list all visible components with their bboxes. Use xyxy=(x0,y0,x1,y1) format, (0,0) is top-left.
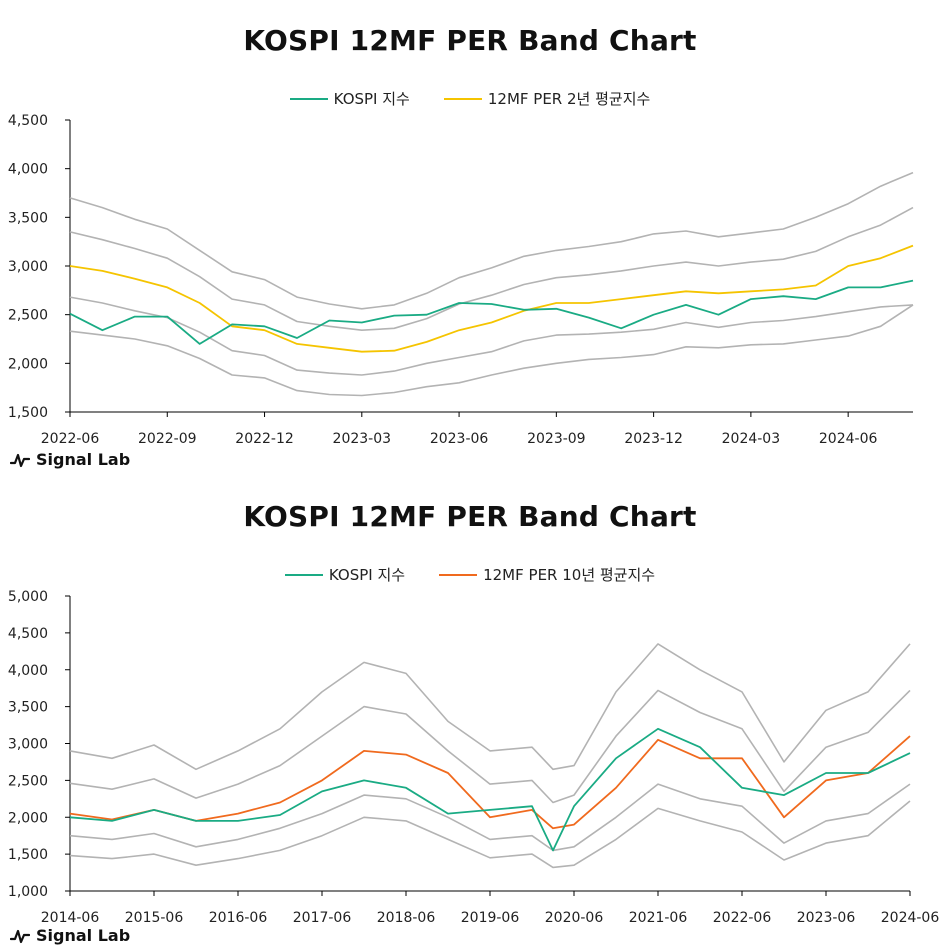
legend-item-avg: 12MF PER 2년 평균지수 xyxy=(443,88,651,109)
x-tick-label: 2022-09 xyxy=(138,431,197,447)
legend-label-kospi: KOSPI 지수 xyxy=(333,90,410,108)
legend-item-kospi: KOSPI 지수 xyxy=(284,564,406,585)
legend-swatch-kospi xyxy=(289,97,328,100)
signal-pulse-icon xyxy=(10,929,30,943)
chart-title: KOSPI 12MF PER Band Chart xyxy=(243,500,697,533)
series-line-band xyxy=(69,304,914,397)
series-line-band xyxy=(69,296,914,376)
legend-swatch-avg xyxy=(439,573,478,576)
x-tick-label: 2023-06 xyxy=(797,910,856,926)
x-tick-label: 2016-06 xyxy=(209,910,268,926)
x-tick-label: 2015-06 xyxy=(125,910,184,926)
legend-label-avg: 12MF PER 10년 평균지수 xyxy=(483,566,656,584)
y-tick-label: 5,000 xyxy=(8,589,48,605)
series-line-band xyxy=(69,689,911,804)
x-tick-label: 2022-12 xyxy=(235,431,294,447)
y-tick-label: 4,000 xyxy=(8,663,48,679)
x-tick-label: 2023-09 xyxy=(527,431,586,447)
series-line-band xyxy=(69,800,911,869)
legend-label-kospi: KOSPI 지수 xyxy=(328,566,406,584)
x-tick-label: 2021-06 xyxy=(629,910,688,926)
y-tick-label: 1,500 xyxy=(8,405,48,421)
y-tick-label: 2,500 xyxy=(8,773,48,789)
legend-swatch-avg xyxy=(443,97,482,100)
x-tick-label: 2018-06 xyxy=(377,910,436,926)
brand-name: Signal Lab xyxy=(36,450,131,469)
y-tick-label: 2,000 xyxy=(8,810,48,826)
y-tick-label: 3,500 xyxy=(8,700,48,716)
x-tick-label: 2023-06 xyxy=(430,431,489,447)
x-tick-label: 2024-06 xyxy=(819,431,878,447)
series-line-per-average xyxy=(69,244,914,353)
brand-logo: Signal Lab xyxy=(10,926,130,945)
y-tick-label: 2,500 xyxy=(8,308,48,324)
x-tick-label: 2019-06 xyxy=(461,910,520,926)
x-tick-label: 2017-06 xyxy=(293,910,352,926)
chart-plot-area: 1,500 2,000 2,500 3,000 3,500 4,000 4,500 2022-… xyxy=(8,113,914,447)
series-line-band xyxy=(69,643,911,771)
legend-swatch-kospi xyxy=(284,573,323,576)
y-tick-label: 1,000 xyxy=(8,884,48,900)
chart-title: KOSPI 12MF PER Band Chart xyxy=(243,24,697,57)
legend-item-kospi: KOSPI 지수 xyxy=(289,88,410,109)
x-tick-label: 2014-06 xyxy=(41,910,100,926)
x-tick-label: 2020-06 xyxy=(545,910,604,926)
brand-logo: Signal Lab xyxy=(10,450,130,469)
series-line-band xyxy=(69,171,914,310)
series-line-per-average xyxy=(69,735,911,830)
y-tick-label: 4,500 xyxy=(8,626,48,642)
legend-item-avg: 12MF PER 10년 평균지수 xyxy=(439,564,655,585)
chart-panel-2y: KOSPI 12MF PER Band Chart KOSPI 지수 12MF … xyxy=(0,24,940,469)
chart-plot-area: 1,000 1,500 2,000 2,500 3,000 3,500 4,000 4,500… xyxy=(8,589,940,926)
y-tick-label: 1,500 xyxy=(8,847,48,863)
y-tick-label: 3,500 xyxy=(8,210,48,226)
y-tick-label: 4,500 xyxy=(8,113,48,129)
series-line-kospi xyxy=(69,727,911,852)
chart-panel-10y: KOSPI 12MF PER Band Chart KOSPI 지수 12MF … xyxy=(0,476,940,952)
y-tick-label: 3,000 xyxy=(8,737,48,753)
x-tick-label: 2023-03 xyxy=(333,431,392,447)
x-tick-label: 2022-06 xyxy=(713,910,772,926)
y-tick-label: 3,000 xyxy=(8,259,48,275)
x-tick-label: 2022-06 xyxy=(41,431,100,447)
x-tick-label: 2024-06 xyxy=(881,910,940,926)
y-tick-label: 4,000 xyxy=(8,162,48,178)
x-tick-label: 2023-12 xyxy=(624,431,683,447)
chart-legend: KOSPI 지수 12MF PER 10년 평균지수 xyxy=(0,564,940,585)
x-tick-label: 2024-03 xyxy=(722,431,781,447)
series-line-band xyxy=(69,783,911,852)
chart-legend: KOSPI 지수 12MF PER 2년 평균지수 xyxy=(0,88,940,109)
brand-name: Signal Lab xyxy=(36,926,131,945)
y-tick-label: 2,000 xyxy=(8,356,48,372)
series-line-kospi xyxy=(69,279,914,345)
series-line-band xyxy=(69,206,914,332)
signal-pulse-icon xyxy=(10,453,30,467)
legend-label-avg: 12MF PER 2년 평균지수 xyxy=(487,90,651,108)
